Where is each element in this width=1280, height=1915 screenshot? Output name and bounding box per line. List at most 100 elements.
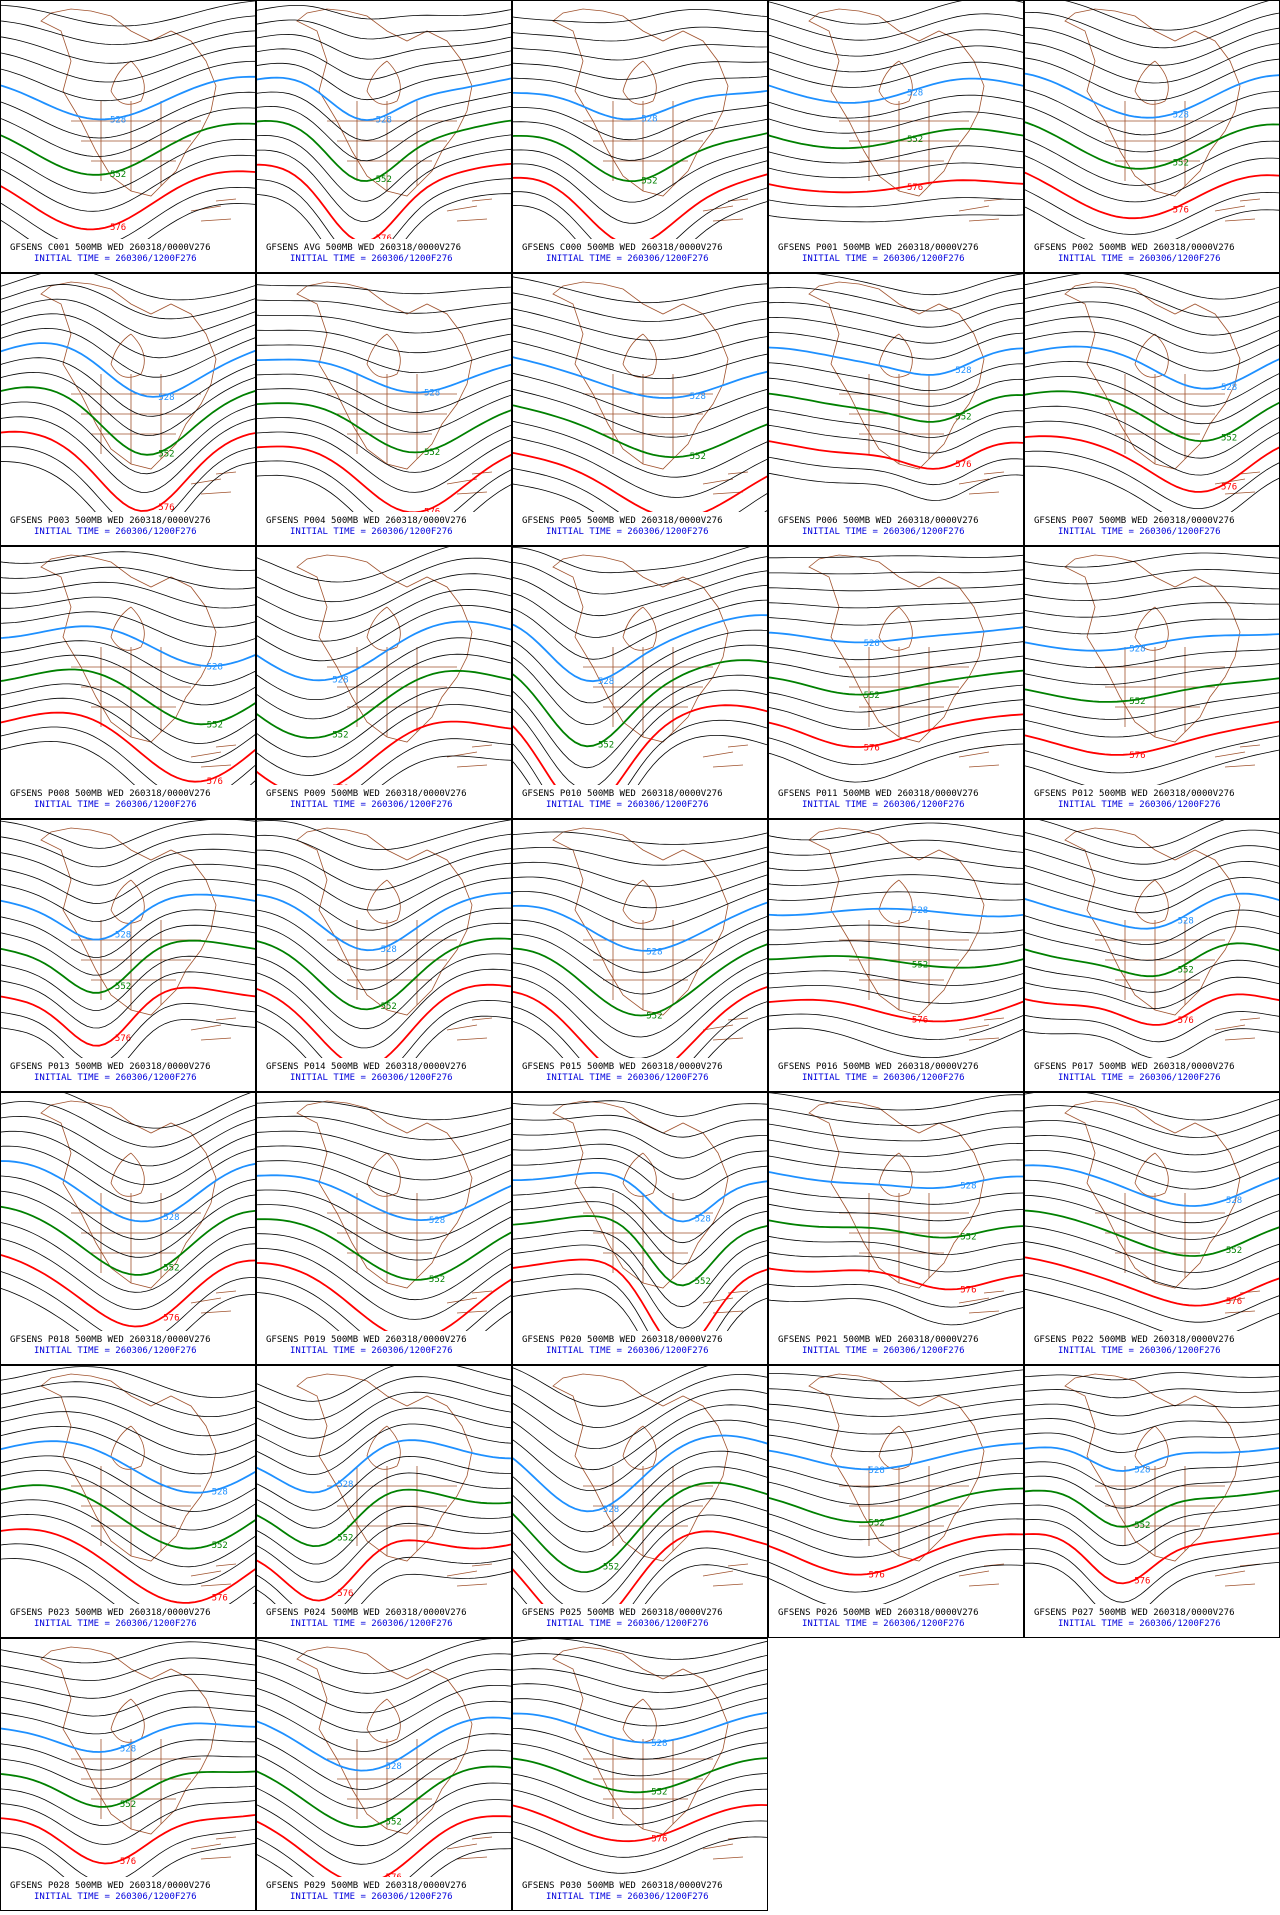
initial-time: INITIAL TIME = 260306/1200F276	[290, 1346, 453, 1356]
contour-line	[513, 929, 767, 995]
contour-line	[257, 1015, 511, 1058]
contour-label: 528	[598, 677, 614, 687]
panel-caption: GFSENS P015 500MB WED 260318/0000V276	[522, 1062, 722, 1072]
contour-line	[513, 1836, 767, 1874]
contour-line	[1, 668, 255, 726]
contour-label: 552	[115, 982, 131, 992]
contour-line	[769, 472, 1023, 501]
contour-line	[769, 1298, 1023, 1326]
contour-line	[513, 874, 767, 909]
contour-line	[257, 1669, 511, 1714]
contour-line	[257, 1100, 511, 1121]
contour-line	[513, 187, 767, 239]
contour-line	[257, 907, 511, 971]
contour-label: 528	[332, 675, 348, 685]
contour-line	[1, 75, 255, 121]
contour-line	[513, 276, 767, 304]
contour-label: 552	[651, 1788, 667, 1798]
contour-line	[257, 76, 511, 122]
map-panel: 528 552 576 GFSENS P030 500MB WED 260318/00…	[512, 1638, 768, 1911]
contour-line	[1, 327, 255, 378]
contour-line	[1025, 1028, 1279, 1058]
panel-border	[768, 0, 1024, 273]
contour-line	[1, 1440, 255, 1494]
contour-line	[769, 1283, 1023, 1308]
contour-label: 576	[907, 183, 923, 193]
contour-line	[1, 939, 255, 994]
contour-line	[513, 1215, 767, 1287]
contour-line	[257, 720, 511, 785]
contour-line	[1, 1455, 255, 1512]
contour-line	[257, 1189, 511, 1241]
contour-line	[1, 1739, 255, 1771]
contour-line	[769, 1236, 1023, 1256]
contour-line	[769, 569, 1023, 575]
contour-line	[513, 1653, 767, 1677]
contour-line	[257, 1247, 511, 1320]
panel-caption: GFSENS P024 500MB WED 260318/0000V276	[266, 1608, 466, 1618]
contour-line	[513, 104, 767, 141]
contour-label: 528	[120, 1745, 136, 1755]
contour-line	[1, 186, 255, 239]
contour-line	[1, 1706, 255, 1735]
contour-line	[1, 581, 255, 609]
contour-line	[1, 1287, 255, 1331]
contour-line	[257, 547, 450, 583]
contour-line	[1, 154, 255, 212]
contour-label: 576	[120, 1857, 136, 1867]
contour-label: 552	[869, 1518, 885, 1528]
contour-line	[513, 888, 767, 930]
panel-caption: GFSENS P023 500MB WED 260318/0000V276	[10, 1608, 210, 1618]
map-panel: 528 552 576 GFSENS P006 500MB WED 260318/00…	[768, 273, 1024, 546]
initial-time: INITIAL TIME = 260306/1200F276	[290, 1073, 453, 1083]
contour-label: 528	[110, 115, 126, 125]
contour-line	[257, 1160, 511, 1201]
contour-line	[513, 614, 767, 683]
contour-line	[257, 1505, 511, 1565]
contour-line	[1025, 677, 1279, 703]
contour-line	[513, 118, 767, 161]
contour-line	[257, 1262, 511, 1331]
contour-label: 552	[1129, 697, 1145, 707]
contour-line	[513, 1158, 767, 1201]
contour-line	[1025, 72, 1279, 119]
contour-line	[257, 862, 511, 911]
contour-line	[513, 986, 767, 1058]
contour-line	[1025, 648, 1279, 669]
panel-caption: GFSENS P002 500MB WED 260318/0000V276	[1034, 243, 1234, 253]
contour-line	[513, 1273, 767, 1331]
contour-line	[769, 346, 1023, 376]
contour-line	[1025, 465, 1279, 512]
contour-line	[513, 436, 767, 498]
panel-border	[1024, 1365, 1280, 1638]
contour-line	[513, 1172, 767, 1223]
contour-line	[1025, 331, 1279, 372]
contour-line	[257, 33, 511, 60]
contour-label: 552	[646, 1012, 662, 1022]
contour-line	[257, 1292, 511, 1331]
contour-line	[1025, 1105, 1279, 1138]
contour-label: 576	[1134, 1577, 1150, 1587]
contour-line	[769, 1203, 1023, 1222]
initial-time: INITIAL TIME = 260306/1200F276	[802, 800, 965, 810]
contour-line	[257, 848, 511, 891]
contour-label: 552	[1226, 1246, 1242, 1256]
contour-line	[1, 697, 255, 763]
contour-line	[513, 547, 751, 574]
panel-caption: GFSENS P016 500MB WED 260318/0000V276	[778, 1062, 978, 1072]
contour-label: 552	[163, 1264, 179, 1274]
contour-line	[513, 292, 767, 322]
contour-line	[769, 998, 1023, 1023]
contour-label: 552	[641, 177, 657, 187]
contour-line	[1, 1, 255, 27]
contour-line	[1025, 390, 1279, 443]
contour-line	[1, 1641, 255, 1664]
